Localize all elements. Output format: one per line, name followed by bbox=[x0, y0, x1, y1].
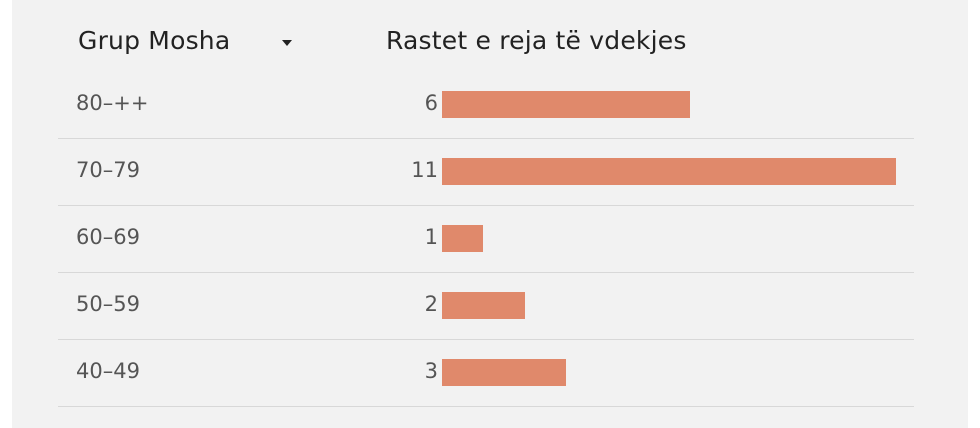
value-label: 6 bbox=[424, 91, 438, 115]
chart-panel: Grup Mosha Rastet e reja të vdekjes 80–+… bbox=[12, 0, 968, 428]
bar bbox=[442, 91, 690, 118]
bar bbox=[442, 158, 896, 185]
value-label: 2 bbox=[424, 292, 438, 316]
table-header: Grup Mosha Rastet e reja të vdekjes bbox=[12, 0, 968, 84]
value-label: 1 bbox=[424, 225, 438, 249]
age-group-label: 50–59 bbox=[76, 292, 140, 316]
age-group-label: 80–++ bbox=[76, 91, 149, 115]
table-row: 50–59 2 bbox=[58, 272, 914, 340]
value-label: 3 bbox=[424, 359, 438, 383]
bar bbox=[442, 359, 566, 386]
deaths-header[interactable]: Rastet e reja të vdekjes bbox=[386, 26, 687, 55]
table-row: 80–++ 6 bbox=[58, 71, 914, 139]
age-group-label: 60–69 bbox=[76, 225, 140, 249]
sort-caret-down-icon[interactable] bbox=[282, 40, 292, 46]
table-row: 70–79 11 bbox=[58, 138, 914, 206]
table-row: 40–49 3 bbox=[58, 339, 914, 407]
value-label: 11 bbox=[411, 158, 438, 182]
age-group-label: 40–49 bbox=[76, 359, 140, 383]
age-group-header[interactable]: Grup Mosha bbox=[78, 26, 231, 55]
bar-rows: 80–++ 6 70–79 11 60–69 1 50–59 2 40–49 3 bbox=[12, 0, 968, 428]
table-row: 60–69 1 bbox=[58, 205, 914, 273]
bar bbox=[442, 292, 525, 319]
age-group-label: 70–79 bbox=[76, 158, 140, 182]
bar bbox=[442, 225, 483, 252]
